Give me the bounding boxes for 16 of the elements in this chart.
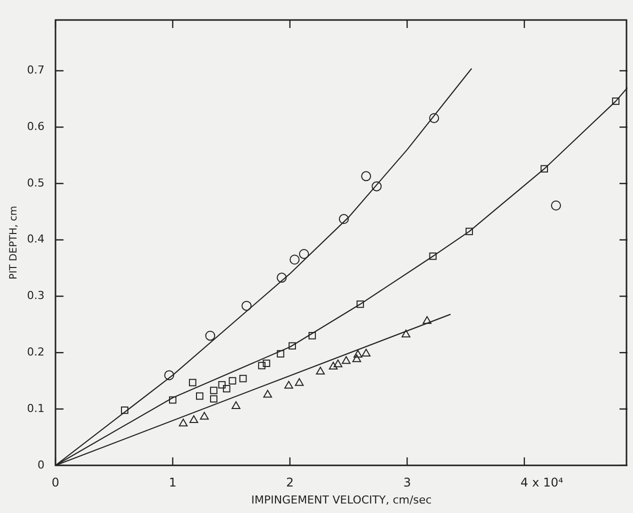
x-tick-label: 3 [403,476,411,490]
y-tick-label: 0.5 [26,176,44,190]
x-tick-label: 1 [168,476,177,490]
y-tick-label: 0.1 [26,402,44,415]
x-tick-label: 4 [520,476,528,490]
x-tick-label: 2 [286,476,294,490]
text: x 10⁴ [532,476,564,490]
x-axis-title: IMPINGEMENT VELOCITY, cm/sec [251,493,432,506]
y-axis-title: PIT DEPTH, cm [8,206,20,280]
y-tick-label: 0.3 [26,289,44,302]
y-tick-label: 0 [37,458,44,472]
y-tick-label: 0.4 [26,232,44,246]
y-tick-label: 0.6 [26,120,44,133]
y-tick-label: 0.7 [26,64,44,77]
y-tick-label: 0.2 [26,346,44,358]
x-tick-label: 0 [52,476,60,490]
